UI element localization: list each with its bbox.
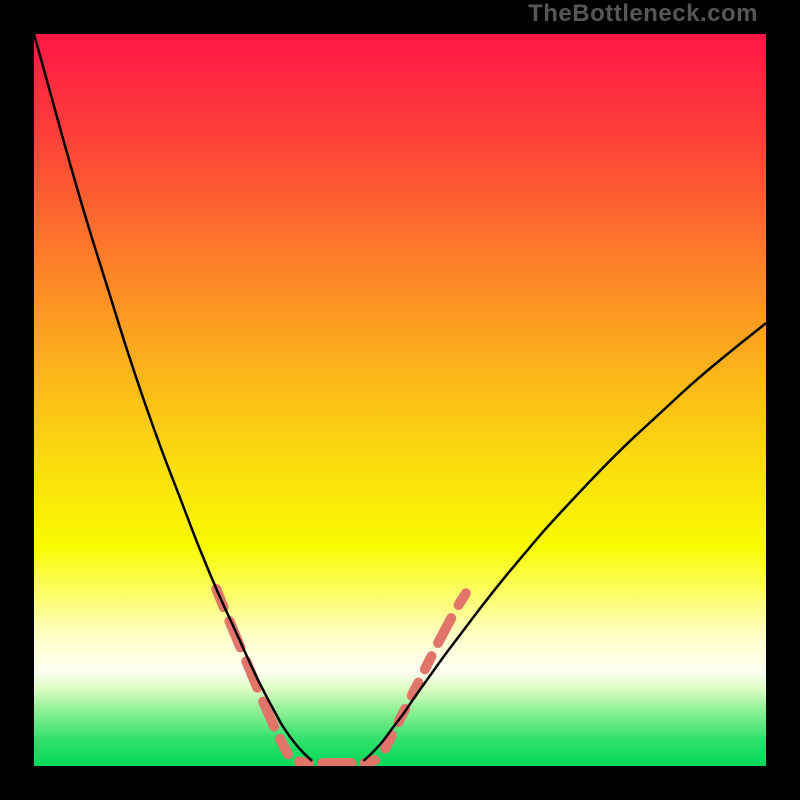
border-left	[0, 0, 34, 800]
marker-dash	[425, 656, 432, 669]
marker-dash	[280, 739, 288, 754]
border-right	[766, 0, 800, 800]
border-bottom	[0, 766, 800, 800]
watermark-text: TheBottleneck.com	[528, 0, 758, 28]
marker-dash	[299, 762, 309, 763]
marker-dash	[459, 593, 466, 605]
plot-area	[34, 34, 766, 766]
chart-svg	[34, 34, 766, 766]
marker-dash	[365, 760, 375, 763]
chart-frame: TheBottleneck.com	[0, 0, 800, 800]
